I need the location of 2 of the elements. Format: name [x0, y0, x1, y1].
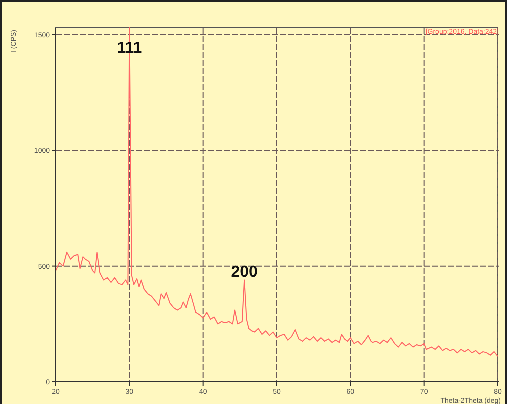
annotation: 200: [231, 264, 258, 282]
line-series: [56, 28, 498, 358]
